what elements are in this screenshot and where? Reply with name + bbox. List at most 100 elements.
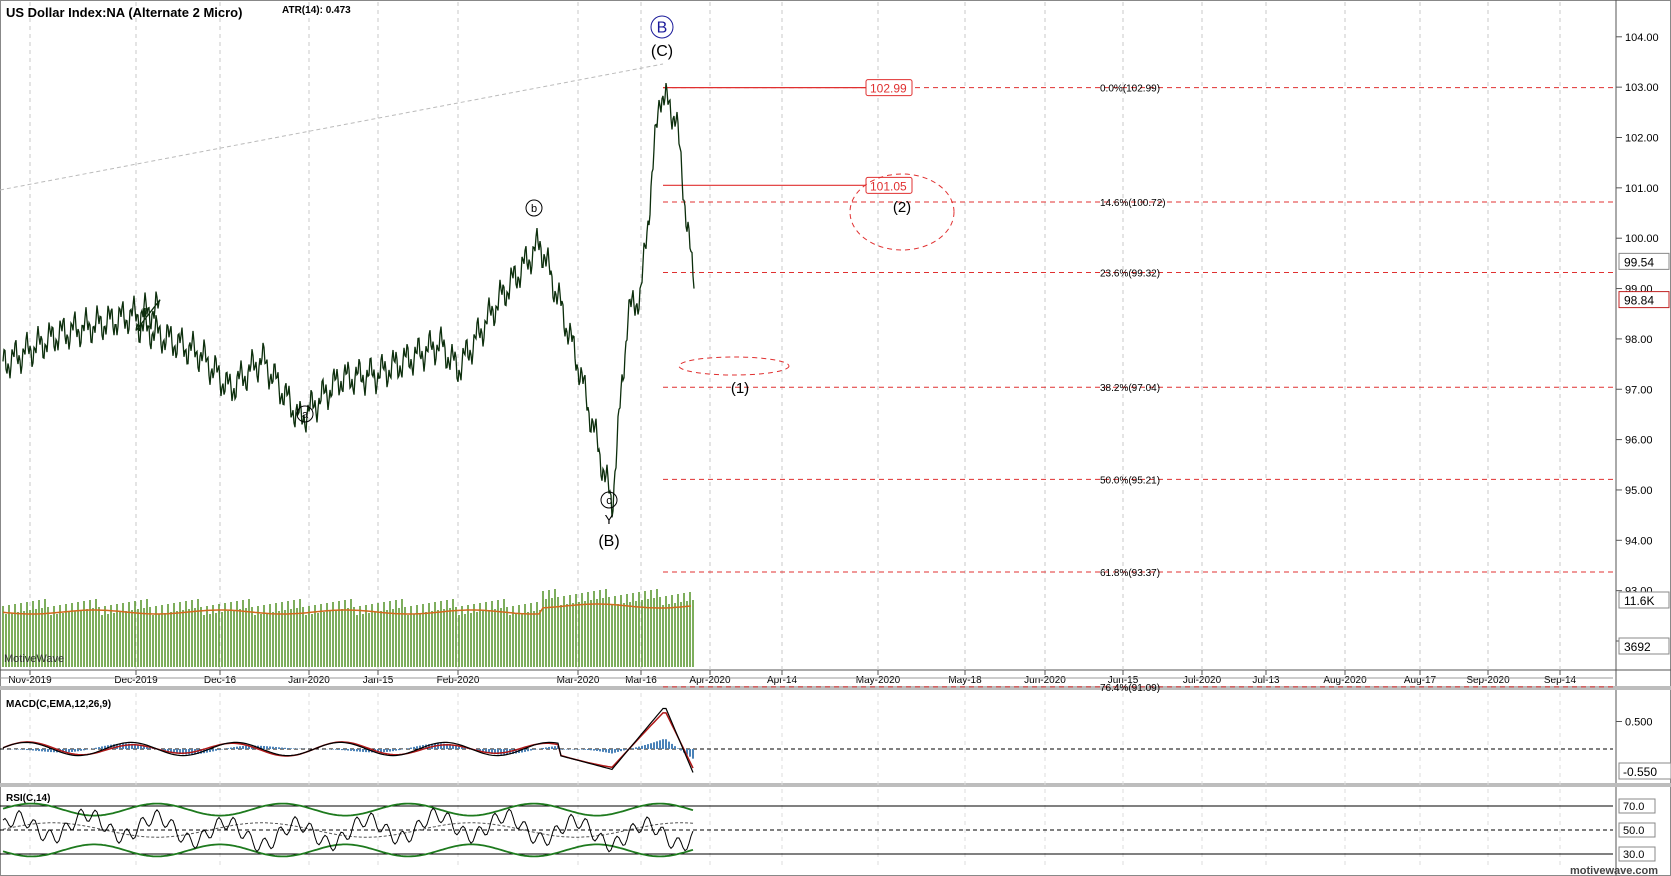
- volume-ma-line: [2, 603, 692, 615]
- wave-c-label: c: [606, 495, 612, 507]
- level-102-99-box: [865, 79, 913, 97]
- fib-label: 76.4%(91.09): [1100, 683, 1160, 694]
- time-tick-label: Sep-14: [1544, 675, 1577, 686]
- chart-title: US Dollar Index:NA (Alternate 2 Micro): [6, 5, 242, 20]
- time-tick-label: Jul-13: [1252, 675, 1280, 686]
- wave-y-label: Y: [605, 512, 614, 527]
- rsi-lower-band: [2, 843, 694, 858]
- time-tick-label: Dec-16: [204, 675, 237, 686]
- wave-b-label-circle: [525, 199, 543, 217]
- price-tick-label: 97.00: [1625, 384, 1653, 396]
- price-tick-label: 102.00: [1625, 133, 1659, 145]
- rsi-level-box: [1618, 798, 1656, 814]
- rsi-level-box: [1618, 822, 1656, 838]
- wave-b-circled-label: B: [657, 20, 668, 37]
- price-line: [2, 83, 695, 518]
- price-tick-label: 96.00: [1625, 435, 1653, 447]
- trend-line: [0, 63, 664, 191]
- time-tick-label: Mar-16: [625, 675, 657, 686]
- last-price-lower: 98.84: [1624, 294, 1654, 308]
- rsi-level-box: [1618, 846, 1656, 862]
- macd-last-box: [1618, 762, 1671, 780]
- macd-label: MACD(C,EMA,12,26,9): [6, 699, 111, 710]
- last-price-upper: 99.54: [1624, 255, 1654, 269]
- price-tick-label: 94.00: [1625, 535, 1653, 547]
- wave-b-label: b: [531, 203, 537, 215]
- rsi-level-label: 70.0: [1623, 801, 1644, 813]
- price-tick-label: 103.00: [1625, 82, 1659, 94]
- wave-annotations: a b cY (B) (C) B (1) (2): [296, 15, 911, 550]
- wave-c-paren-label: (C): [651, 43, 673, 60]
- price-tick-label: 100.00: [1625, 233, 1659, 245]
- time-tick-label: Apr-2020: [689, 675, 731, 686]
- volume-axis-low: 3692: [1624, 640, 1651, 654]
- fib-label: 0.0%(102.99): [1100, 84, 1160, 95]
- time-tick-label: Mar-2020: [557, 675, 600, 686]
- wave-b-circled-label-circle: [650, 15, 674, 39]
- time-tick-label: May-2020: [856, 675, 901, 686]
- rsi-level-label: 50.0: [1623, 825, 1644, 837]
- time-tick-label: Apr-14: [767, 675, 797, 686]
- panel-divider-2: [0, 783, 1671, 787]
- rsi-level-label: 30.0: [1623, 849, 1644, 861]
- rsi-line: [2, 807, 694, 853]
- wave-1-label: (1): [731, 380, 749, 397]
- level-101-05-box: [865, 176, 913, 194]
- time-tick-label: Dec-2019: [114, 675, 158, 686]
- atr-readout: ATR(14): 0.473: [282, 5, 351, 16]
- time-tick-label: Feb-2020: [437, 675, 480, 686]
- time-axis[interactable]: Nov-2019 Dec-2019 Dec-16 Jan-2020 Jan-15 Feb-…: [0, 670, 1613, 686]
- macd-last-value: -0.550: [1623, 765, 1657, 779]
- fib-label: 38.2%(97.04): [1100, 383, 1160, 394]
- wave-b-paren-label: (B): [598, 533, 619, 550]
- time-tick-label: Jan-15: [363, 675, 394, 686]
- rsi-panel: 70.0 50.0 30.0: [0, 798, 1656, 862]
- time-tick-label: Jul-2020: [1183, 675, 1222, 686]
- watermark: MotiveWave: [4, 653, 64, 665]
- time-tick-label: Aug-2020: [1323, 675, 1367, 686]
- price-tick-label: 98.00: [1625, 334, 1653, 346]
- time-tick-label: May-18: [948, 675, 982, 686]
- level-102-99-label: 102.99: [870, 82, 907, 96]
- macd-line: [2, 707, 694, 773]
- fib-label: 50.0%(95.21): [1100, 475, 1160, 486]
- time-tick-label: Jun-15: [1108, 675, 1139, 686]
- fibonacci-levels[interactable]: 0.0%(102.99) 14.6%(100.72) 23.6%(99.32) 38.…: [663, 79, 1613, 694]
- macd-tick-label: 0.500: [1625, 717, 1653, 729]
- price-axis[interactable]: 104.00103.00102.00101.00100.0099.0098.00…: [1616, 32, 1670, 655]
- level-101-05-label: 101.05: [870, 179, 907, 193]
- wave-c-label-circle: [600, 491, 618, 509]
- wave-a-label-circle: [296, 405, 314, 423]
- last-price-lower-box: [1618, 291, 1670, 309]
- volume-bars: [2, 589, 694, 667]
- price-tick-label: 104.00: [1625, 32, 1659, 44]
- wave-2-label: (2): [893, 199, 911, 216]
- wave-2-target-ellipse: [849, 173, 955, 251]
- time-tick-label: Jan-2020: [288, 675, 330, 686]
- macd-panel: 0.500 -0.550: [0, 707, 1671, 780]
- time-tick-label: Sep-2020: [1466, 675, 1510, 686]
- grid-lines: [29, 2, 1561, 868]
- volume-axis-high-box: [1618, 591, 1670, 609]
- fib-label: 23.6%(99.32): [1100, 268, 1160, 279]
- volume-axis-low-box: [1618, 637, 1670, 655]
- rsi-upper-band: [2, 802, 694, 817]
- panel-divider-1: [0, 686, 1671, 690]
- fib-label: 61.8%(93.37): [1100, 568, 1160, 579]
- time-tick-label: Aug-17: [1404, 675, 1437, 686]
- footer-logo: motivewave.com: [1570, 865, 1658, 876]
- time-tick-label: Nov-2019: [8, 675, 52, 686]
- fib-label: 14.6%(100.72): [1100, 198, 1166, 209]
- price-tick-label: 101.00: [1625, 183, 1659, 195]
- wave-a-label: a: [302, 409, 309, 421]
- last-price-upper-box: [1618, 252, 1670, 270]
- wave-1-target-ellipse: [678, 356, 790, 376]
- rsi-average-line: [2, 822, 694, 838]
- price-tick-label: 95.00: [1625, 485, 1653, 497]
- volume-axis-high: 11.6K: [1624, 594, 1654, 608]
- price-series: [0, 63, 695, 518]
- rsi-label: RSI(C,14): [6, 793, 50, 804]
- time-tick-label: Jun-2020: [1024, 675, 1066, 686]
